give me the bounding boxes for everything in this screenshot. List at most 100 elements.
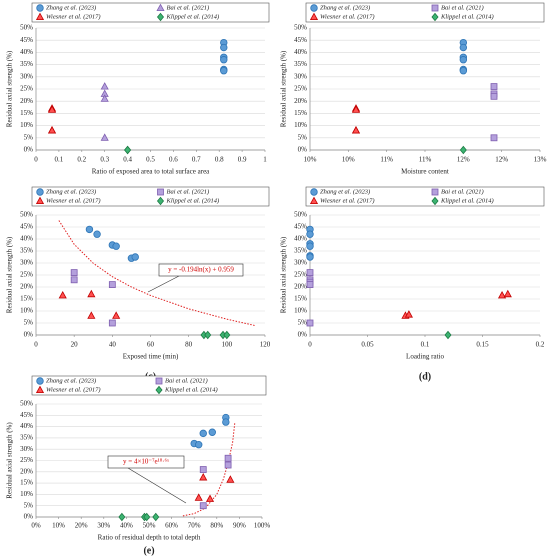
legend-marker bbox=[36, 4, 44, 12]
y-tick-label: 20% bbox=[20, 97, 33, 105]
x-tick-label: 80 bbox=[185, 341, 193, 349]
y-tick-label: 40% bbox=[294, 48, 307, 56]
x-tick-label: 0.1 bbox=[421, 341, 430, 349]
point bbox=[100, 133, 109, 141]
point bbox=[306, 242, 314, 250]
point bbox=[108, 319, 116, 327]
y-tick-label: 50% bbox=[20, 24, 33, 32]
x-tick-label: 13% bbox=[534, 156, 547, 164]
y-tick-label: 45% bbox=[294, 223, 307, 231]
legend-marker bbox=[35, 385, 45, 394]
y-tick-label: 45% bbox=[20, 36, 33, 44]
x-axis-title: Exposed time (min) bbox=[123, 353, 179, 361]
point bbox=[118, 512, 126, 522]
x-tick-label: 12% bbox=[495, 156, 508, 164]
y-tick-label: 5% bbox=[24, 133, 34, 141]
x-tick-label: 0.8 bbox=[215, 156, 224, 164]
caption: (e) bbox=[143, 545, 154, 556]
y-tick-label: 20% bbox=[20, 283, 33, 291]
x-tick-label: 30% bbox=[97, 522, 110, 530]
x-tick-label: 0.1 bbox=[55, 156, 64, 164]
y-tick-label: 40% bbox=[20, 48, 33, 56]
legend-label: Zhang et al. (2023) bbox=[46, 4, 96, 11]
y-tick-label: 25% bbox=[20, 271, 33, 279]
y-tick-label: 35% bbox=[294, 60, 307, 68]
legend-label: Bai et al. (2021) bbox=[441, 4, 484, 11]
x-tick-label: 10% bbox=[304, 156, 317, 164]
legend-marker bbox=[309, 12, 319, 21]
y-tick-label: 10% bbox=[20, 490, 33, 498]
x-tick-label: 11% bbox=[380, 156, 393, 164]
point bbox=[223, 330, 231, 340]
point bbox=[204, 330, 212, 340]
legend-label: Zhang et al. (2023) bbox=[320, 188, 370, 195]
y-tick-label: 10% bbox=[20, 121, 33, 129]
point bbox=[93, 230, 101, 238]
legend-box bbox=[305, 2, 545, 23]
y-tick-label: 10% bbox=[20, 307, 33, 315]
x-tick-label: 20 bbox=[71, 341, 79, 349]
x-axis-title: Loading ratio bbox=[406, 353, 444, 361]
legend-marker bbox=[431, 12, 439, 22]
y-tick-label: 0% bbox=[24, 331, 34, 339]
caption: (d) bbox=[419, 371, 431, 382]
y-tick-label: 5% bbox=[298, 319, 308, 327]
y-tick-label: 20% bbox=[294, 97, 307, 105]
point bbox=[224, 461, 232, 469]
legend-marker bbox=[156, 12, 165, 22]
point bbox=[199, 473, 208, 481]
y-tick-label: 50% bbox=[20, 400, 33, 408]
legend-marker bbox=[157, 188, 164, 196]
y-tick-label: 0% bbox=[298, 331, 308, 339]
legend-label: Wiesner et al. (2017) bbox=[46, 13, 101, 20]
x-tick-label: 60% bbox=[165, 522, 178, 530]
legend-marker bbox=[309, 196, 319, 205]
point bbox=[100, 94, 109, 102]
y-tick-label: 5% bbox=[24, 319, 34, 327]
legend-label: Klippel et al. (2014) bbox=[440, 13, 494, 20]
y-tick-label: 20% bbox=[20, 467, 33, 475]
point bbox=[100, 82, 109, 90]
y-tick-label: 15% bbox=[294, 109, 307, 117]
y-tick-label: 10% bbox=[294, 121, 307, 129]
x-tick-label: 0.2 bbox=[77, 156, 86, 164]
legend-label: Bai et al. (2021) bbox=[167, 188, 210, 195]
point bbox=[199, 466, 207, 473]
legend-box bbox=[31, 2, 270, 23]
annotation-box bbox=[158, 263, 244, 277]
annotation: y = -0.194ln(x) + 0.959 bbox=[168, 266, 234, 274]
x-tick-label: 100 bbox=[222, 341, 233, 349]
legend-box bbox=[31, 375, 267, 396]
y-tick-label: 30% bbox=[294, 259, 307, 267]
point bbox=[58, 290, 67, 299]
legend-marker bbox=[431, 188, 439, 196]
annotation-arrow bbox=[147, 275, 180, 293]
y-tick-label: 45% bbox=[20, 223, 33, 231]
x-tick-label: 60 bbox=[147, 341, 155, 349]
legend-label: Zhang et al. (2023) bbox=[320, 4, 370, 11]
x-tick-label: 10% bbox=[342, 156, 355, 164]
legend-box bbox=[31, 186, 270, 207]
y-tick-label: 15% bbox=[20, 109, 33, 117]
point bbox=[108, 281, 116, 289]
x-tick-label: 0 bbox=[308, 341, 312, 349]
point bbox=[306, 269, 314, 277]
point bbox=[47, 126, 57, 134]
point bbox=[70, 269, 78, 277]
legend-label: Wiesner et al. (2017) bbox=[46, 386, 101, 393]
x-tick-label: 1 bbox=[263, 156, 267, 164]
x-tick-label: 0.2 bbox=[536, 341, 545, 349]
x-tick-label: 0.3 bbox=[100, 156, 109, 164]
y-tick-label: 50% bbox=[20, 211, 33, 219]
y-tick-label: 25% bbox=[20, 456, 33, 464]
legend-label: Bai et al. (2021) bbox=[441, 188, 484, 195]
x-axis-title: Ratio of exposed area to total surface a… bbox=[92, 168, 210, 176]
point bbox=[208, 428, 216, 436]
point bbox=[124, 145, 132, 155]
point bbox=[306, 253, 314, 261]
y-tick-label: 15% bbox=[294, 295, 307, 303]
y-tick-label: 10% bbox=[294, 307, 307, 315]
point bbox=[306, 319, 314, 327]
y-tick-label: 50% bbox=[294, 211, 307, 219]
